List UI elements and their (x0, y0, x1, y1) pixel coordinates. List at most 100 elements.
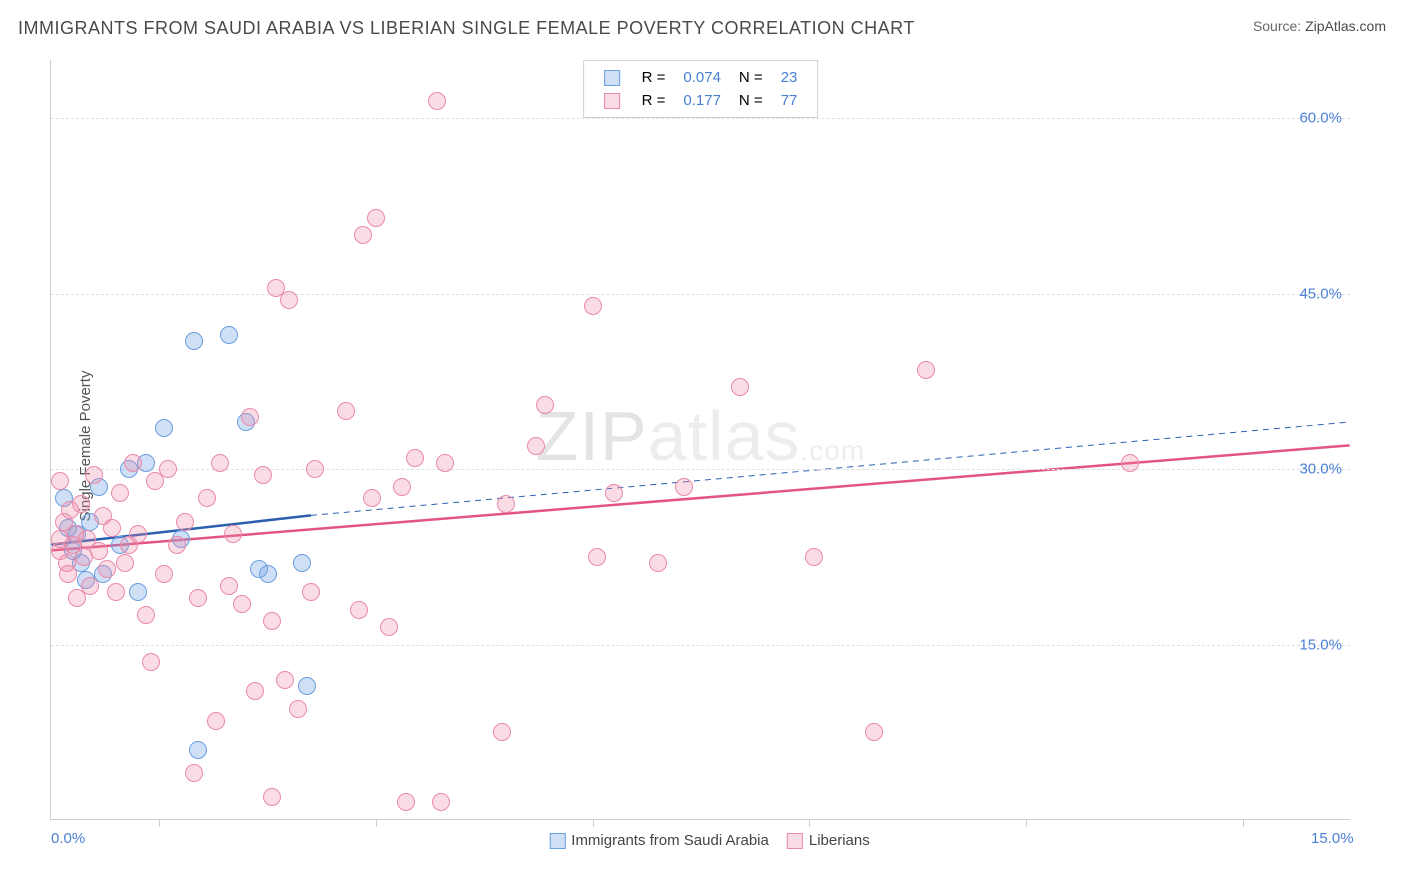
data-point-liberian (675, 478, 693, 496)
legend-n-label: N = (731, 67, 771, 88)
legend-r-value: 0.074 (675, 67, 729, 88)
y-tick-label: 15.0% (1299, 636, 1342, 653)
data-point-liberian (159, 460, 177, 478)
data-point-liberian (198, 489, 216, 507)
watermark: ZIPatlas.com (536, 396, 865, 476)
trend-lines-layer (51, 60, 1350, 819)
x-tick (376, 819, 377, 827)
data-point-saudi (155, 419, 173, 437)
y-tick-label: 60.0% (1299, 110, 1342, 127)
data-point-liberian (536, 396, 554, 414)
data-point-liberian (85, 466, 103, 484)
legend-n-value: 77 (773, 90, 806, 111)
data-point-liberian (90, 542, 108, 560)
data-point-liberian (406, 449, 424, 467)
legend-swatch (604, 70, 620, 86)
legend-stats: R =0.074N =23R =0.177N =77 (583, 60, 819, 118)
y-tick-label: 30.0% (1299, 461, 1342, 478)
data-point-liberian (350, 601, 368, 619)
data-point-liberian (337, 402, 355, 420)
data-point-saudi (293, 554, 311, 572)
source-label: Source: (1253, 18, 1301, 34)
data-point-liberian (142, 653, 160, 671)
source-attribution: Source: ZipAtlas.com (1253, 18, 1386, 34)
legend-r-label: R = (634, 90, 674, 111)
chart-title: IMMIGRANTS FROM SAUDI ARABIA VS LIBERIAN… (18, 18, 915, 39)
data-point-liberian (263, 612, 281, 630)
x-tick (159, 819, 160, 827)
data-point-liberian (185, 764, 203, 782)
data-point-liberian (211, 454, 229, 472)
data-point-liberian (393, 478, 411, 496)
data-point-liberian (51, 472, 69, 490)
data-point-saudi (185, 332, 203, 350)
data-point-saudi (259, 565, 277, 583)
data-point-liberian (354, 226, 372, 244)
legend-swatch (604, 93, 620, 109)
legend-swatch (549, 833, 565, 849)
data-point-liberian (263, 788, 281, 806)
data-point-liberian (527, 437, 545, 455)
data-point-saudi (298, 677, 316, 695)
data-point-liberian (397, 793, 415, 811)
data-point-liberian (917, 361, 935, 379)
data-point-liberian (224, 525, 242, 543)
data-point-liberian (289, 700, 307, 718)
data-point-liberian (124, 454, 142, 472)
data-point-liberian (220, 577, 238, 595)
data-point-liberian (306, 460, 324, 478)
data-point-liberian (155, 565, 173, 583)
data-point-liberian (380, 618, 398, 636)
data-point-liberian (436, 454, 454, 472)
data-point-liberian (302, 583, 320, 601)
data-point-liberian (649, 554, 667, 572)
data-point-liberian (59, 565, 77, 583)
plot-area: ZIPatlas.com R =0.074N =23R =0.177N =77 … (50, 60, 1350, 820)
x-tick (1026, 819, 1027, 827)
chart-container: IMMIGRANTS FROM SAUDI ARABIA VS LIBERIAN… (0, 0, 1406, 892)
data-point-liberian (129, 525, 147, 543)
legend-r-value: 0.177 (675, 90, 729, 111)
data-point-liberian (168, 536, 186, 554)
data-point-liberian (233, 595, 251, 613)
data-point-liberian (246, 682, 264, 700)
data-point-liberian (103, 519, 121, 537)
data-point-liberian (805, 548, 823, 566)
data-point-liberian (432, 793, 450, 811)
data-point-liberian (107, 583, 125, 601)
data-point-liberian (189, 589, 207, 607)
data-point-liberian (428, 92, 446, 110)
data-point-liberian (98, 560, 116, 578)
x-axis-label: 15.0% (1311, 830, 1354, 847)
gridline (51, 469, 1350, 470)
x-axis-label: 0.0% (51, 830, 85, 847)
data-point-liberian (605, 484, 623, 502)
data-point-liberian (116, 554, 134, 572)
data-point-liberian (1121, 454, 1139, 472)
source-value: ZipAtlas.com (1305, 18, 1386, 34)
legend-swatch (787, 833, 803, 849)
data-point-liberian (497, 495, 515, 513)
data-point-liberian (137, 606, 155, 624)
data-point-liberian (367, 209, 385, 227)
legend-series-label: Liberians (809, 832, 870, 849)
data-point-liberian (584, 297, 602, 315)
legend-stats-row: R =0.074N =23 (596, 67, 806, 88)
legend-stats-row: R =0.177N =77 (596, 90, 806, 111)
data-point-liberian (81, 577, 99, 595)
data-point-liberian (731, 378, 749, 396)
data-point-liberian (207, 712, 225, 730)
data-point-saudi (189, 741, 207, 759)
data-point-liberian (865, 723, 883, 741)
data-point-liberian (276, 671, 294, 689)
data-point-liberian (241, 408, 259, 426)
x-tick (593, 819, 594, 827)
data-point-liberian (72, 495, 90, 513)
gridline (51, 294, 1350, 295)
data-point-liberian (280, 291, 298, 309)
data-point-liberian (493, 723, 511, 741)
x-tick (1243, 819, 1244, 827)
legend-series: Immigrants from Saudi ArabiaLiberians (531, 832, 869, 849)
legend-n-label: N = (731, 90, 771, 111)
legend-n-value: 23 (773, 67, 806, 88)
